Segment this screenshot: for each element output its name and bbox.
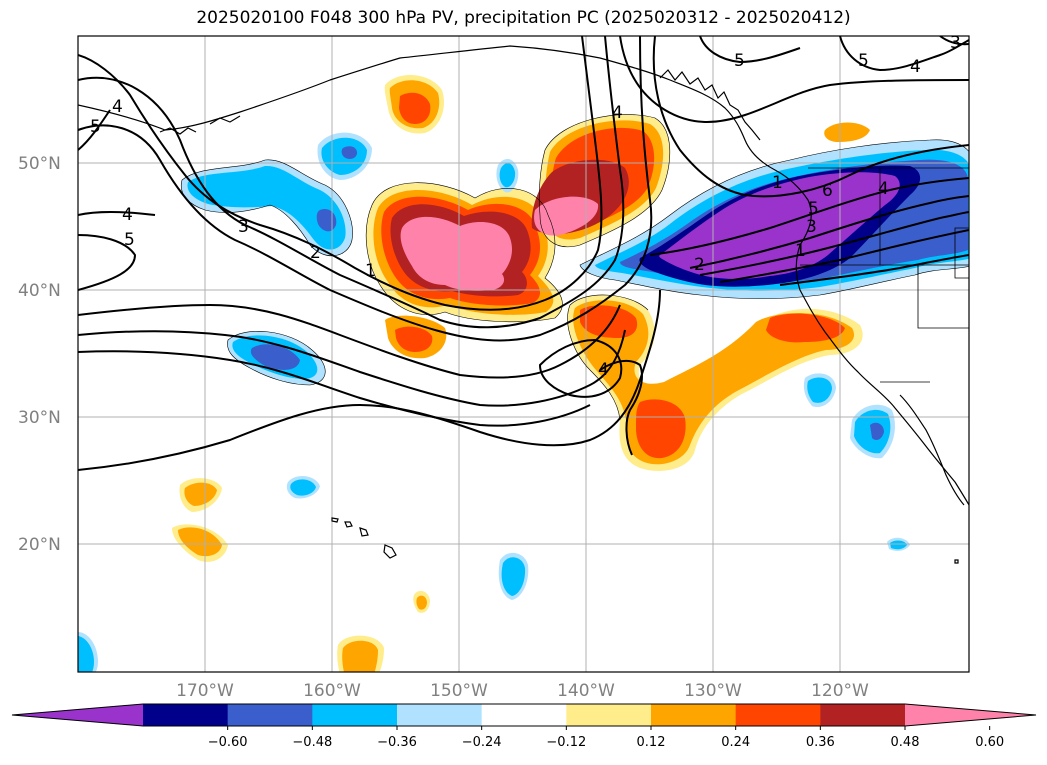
lat-label: 40°N xyxy=(18,281,61,301)
positive-anomaly-blob-subtropical-band xyxy=(385,294,863,471)
colorbar-tick-label: 0.12 xyxy=(637,735,666,750)
lon-label: 120°W xyxy=(811,681,869,701)
colorbar-tick-label: −0.36 xyxy=(377,735,417,750)
colorbar-segment xyxy=(312,704,398,726)
negative-anomaly-blob-north-central-pacific xyxy=(181,132,519,256)
pv-contour-label: 4 xyxy=(878,179,889,199)
colorbar-segment xyxy=(143,704,229,726)
positive-anomaly-blob-northeast-pacific xyxy=(384,74,445,134)
pv-contour-label: 5 xyxy=(90,117,101,137)
pv-contour-label: 4 xyxy=(122,205,133,225)
negative-anomaly-blob-west-subtropical xyxy=(227,331,326,385)
colorbar-tick-label: −0.24 xyxy=(462,735,502,750)
lon-label: 170°W xyxy=(176,681,234,701)
state-borders xyxy=(800,167,969,383)
pv-contour-label: 6 xyxy=(822,181,833,201)
pv-contour-label: 5 xyxy=(808,199,819,219)
colorbar-segment xyxy=(481,704,567,726)
lat-label: 30°N xyxy=(18,408,61,428)
positive-anomaly-blob-hawaii-west xyxy=(172,478,430,672)
pv-contour-label: 2 xyxy=(694,255,705,275)
pv-contour-label: 4 xyxy=(598,360,609,380)
colorbar-segment xyxy=(227,704,313,726)
colorbar-extend-max xyxy=(905,704,1036,726)
colorbar: −0.60 −0.48 −0.36 −0.24 −0.12 0.12 0.24 0.36 0.4… xyxy=(11,703,1037,750)
pv-contour-label: 4 xyxy=(910,57,921,77)
coastlines xyxy=(78,45,969,564)
pv-contour-label: 1 xyxy=(795,241,806,261)
colorbar-tick-label: 0.60 xyxy=(975,735,1004,750)
longitude-labels: 170°W 160°W 150°W 140°W 130°W 120°W xyxy=(176,681,869,701)
pv-contour-label: 3 xyxy=(950,33,961,53)
pv-contour-label: 5 xyxy=(734,51,745,71)
colorbar-tick-label: 0.36 xyxy=(806,735,835,750)
colorbar-extend-min xyxy=(12,704,143,726)
pv-contour-label: 5 xyxy=(124,230,135,250)
gridlines xyxy=(78,36,969,672)
colorbar-tick-label: 0.48 xyxy=(891,735,920,750)
pv-contour-label: 4 xyxy=(612,103,623,123)
colorbar-segment xyxy=(566,704,652,726)
pv-contour-label: 2 xyxy=(310,243,321,263)
positive-anomaly-blob-gulf-of-alaska-small xyxy=(824,122,870,142)
colorbar-tick-label: −0.48 xyxy=(292,735,332,750)
lat-label: 50°N xyxy=(18,154,61,174)
colorbar-segment xyxy=(820,704,906,726)
pv-contours xyxy=(78,36,969,471)
pv-contour-label: 3 xyxy=(238,217,249,237)
lon-label: 140°W xyxy=(557,681,615,701)
colorbar-outline xyxy=(11,703,1037,727)
pv-contour-label: 1 xyxy=(365,261,376,281)
lon-label: 160°W xyxy=(303,681,361,701)
colorbar-segment xyxy=(651,704,737,726)
colorbar-segment xyxy=(735,704,821,726)
colorbar-tick-label: −0.60 xyxy=(208,735,248,750)
colorbar-tick-label: −0.12 xyxy=(546,735,586,750)
lon-label: 130°W xyxy=(684,681,742,701)
pv-contour-labels: 5 4 4 5 3 2 1 4 4 5 5 4 3 6 5 3 1 2 1 4 xyxy=(90,33,961,380)
pv-contour-label: 5 xyxy=(858,51,869,71)
lat-label: 20°N xyxy=(18,535,61,555)
pv-contour-label: 1 xyxy=(772,173,783,193)
colorbar-tick-label: 0.24 xyxy=(721,735,750,750)
positive-anomaly-blob-gulf-of-alaska xyxy=(531,114,670,247)
latitude-labels: 50°N 40°N 30°N 20°N xyxy=(18,154,61,555)
precip-blob-outlines xyxy=(180,114,969,421)
positive-anomaly-blob-central-pacific xyxy=(366,182,563,322)
colorbar-segment xyxy=(397,704,483,726)
pv-contour-label: 4 xyxy=(112,97,123,117)
chart-title: 2025020100 F048 300 hPa PV, precipitatio… xyxy=(196,8,851,28)
negative-anomaly-blob-pacific-northwest xyxy=(580,139,969,299)
pv-contour-label: 3 xyxy=(806,217,817,237)
negative-anomaly-blob-south xyxy=(78,476,529,672)
map-frame xyxy=(77,35,970,673)
lon-label: 150°W xyxy=(430,681,488,701)
